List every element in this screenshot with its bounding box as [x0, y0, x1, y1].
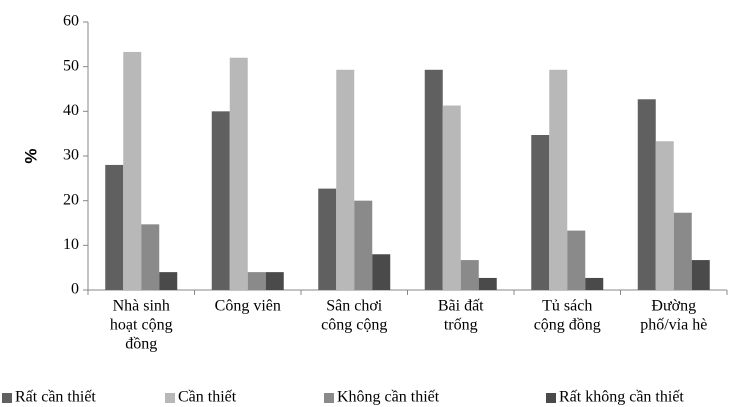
- x-tick-label: đồng: [125, 336, 157, 353]
- bar: [691, 260, 710, 290]
- bar: [159, 272, 178, 290]
- x-tick-label: phố/vỉa hè: [640, 317, 707, 334]
- bar: [372, 254, 391, 290]
- x-tick-label: Đường: [651, 298, 696, 315]
- y-tick-label: 10: [63, 236, 79, 253]
- bar: [141, 224, 160, 290]
- x-tick-label: cộng đồng: [534, 317, 601, 334]
- x-tick-label: Bãi đất: [438, 298, 484, 315]
- y-tick-label: 40: [63, 102, 79, 119]
- y-tick-label: 20: [63, 191, 79, 208]
- x-tick-label: Sân chơi: [326, 298, 383, 315]
- bar: [549, 69, 568, 290]
- bar: [655, 141, 674, 290]
- x-tick-label: Công viên: [215, 298, 281, 315]
- y-axis-label: %: [21, 148, 40, 163]
- x-tick-label: Tủ sách: [542, 298, 592, 315]
- y-tick-label: 50: [63, 57, 79, 74]
- legend-swatch: [165, 393, 175, 403]
- bar: [336, 69, 355, 290]
- bar: [637, 99, 656, 290]
- bar: [585, 277, 604, 290]
- bar: [442, 105, 461, 290]
- bar: [211, 111, 230, 290]
- bar: [460, 260, 479, 290]
- bar: [247, 272, 266, 290]
- y-tick-label: 30: [63, 147, 79, 164]
- bar: [123, 51, 142, 290]
- legend-label: Không cần thiết: [337, 389, 440, 406]
- bar: [567, 230, 586, 290]
- legend-label: Rất không cần thiết: [559, 389, 684, 406]
- legend-swatch: [324, 393, 334, 403]
- y-tick-label: 0: [71, 281, 79, 298]
- bar: [478, 277, 497, 290]
- bar: [673, 212, 692, 290]
- y-tick-label: 60: [63, 13, 79, 30]
- x-tick-label: hoạt cộng: [110, 317, 173, 334]
- x-tick-label: công cộng: [321, 317, 387, 334]
- bar: [229, 57, 248, 290]
- bar: [424, 69, 443, 290]
- x-tick-label: trống: [444, 317, 478, 334]
- bar: [318, 188, 337, 290]
- legend-label: Cần thiết: [178, 389, 237, 406]
- legend-swatch: [2, 393, 12, 403]
- bar: [354, 200, 373, 290]
- x-tick-label: Nhà sinh: [113, 298, 170, 315]
- bar: [265, 272, 284, 290]
- bar: [531, 135, 550, 290]
- legend-label: Rất cần thiết: [15, 389, 96, 406]
- legend-swatch: [546, 393, 556, 403]
- bar: [105, 164, 124, 290]
